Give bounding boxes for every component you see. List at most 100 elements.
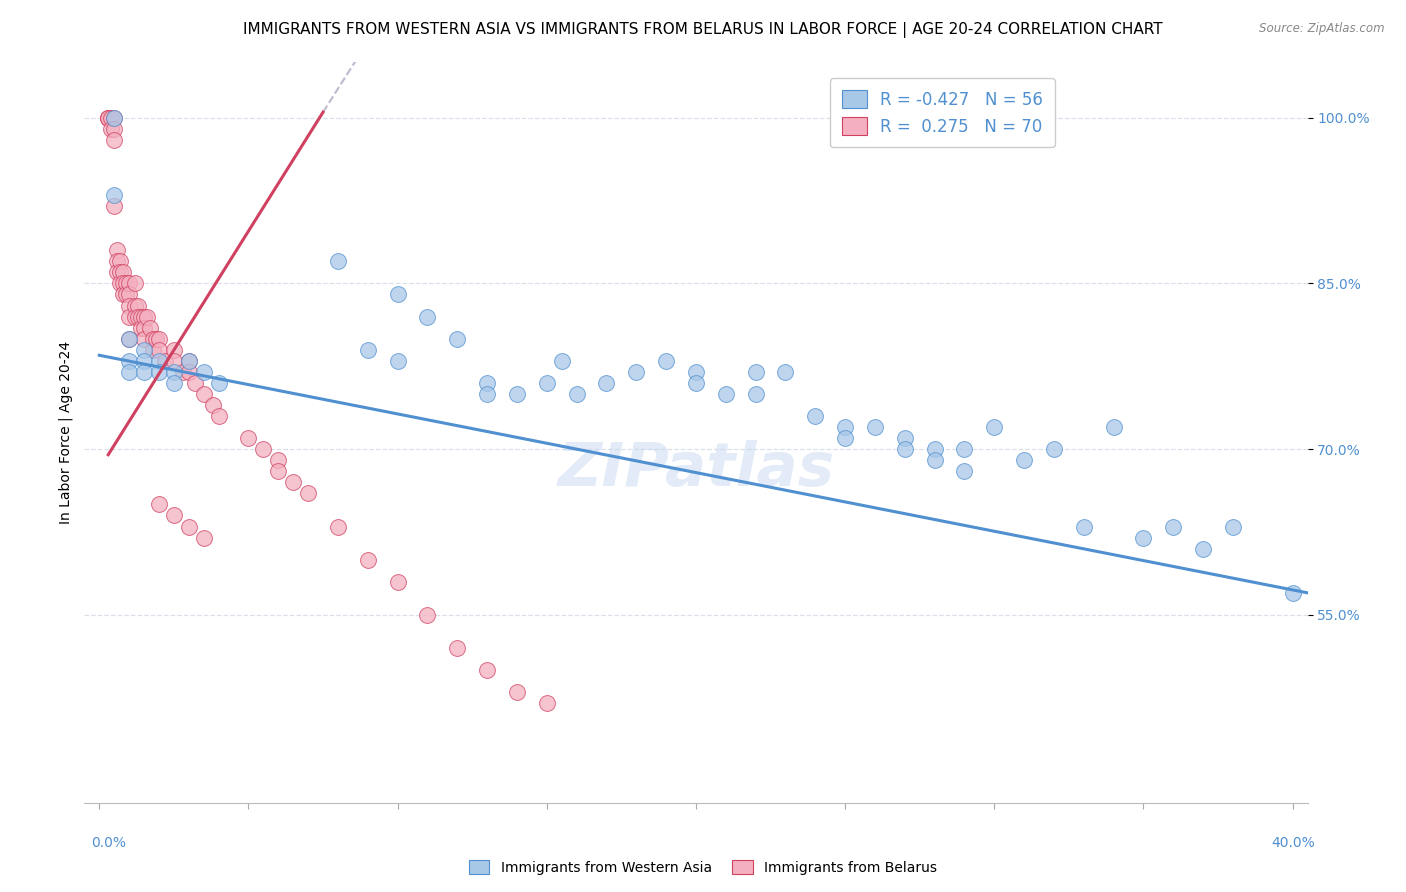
Point [475, 387, 498, 401]
Point [115, 277, 138, 291]
Point [118, 299, 141, 313]
Point [97, 111, 120, 125]
Point [252, 442, 274, 457]
Point [1222, 519, 1244, 533]
Point [983, 420, 1005, 434]
Point [1012, 453, 1035, 467]
Point [132, 343, 155, 357]
Point [103, 111, 125, 125]
Point [595, 376, 617, 390]
Point [1043, 442, 1066, 457]
Point [863, 420, 886, 434]
Point [118, 332, 141, 346]
Text: 40.0%: 40.0% [1271, 836, 1315, 850]
Point [112, 287, 135, 301]
Point [124, 277, 146, 291]
Text: Source: ZipAtlas.com: Source: ZipAtlas.com [1260, 22, 1385, 36]
Point [129, 310, 152, 324]
Point [97, 111, 120, 125]
Point [103, 188, 125, 202]
Point [267, 464, 290, 478]
Point [105, 265, 128, 279]
Point [475, 663, 498, 677]
Point [163, 353, 186, 368]
Point [193, 531, 215, 545]
Point [536, 697, 558, 711]
Point [139, 320, 162, 334]
Point [132, 310, 155, 324]
Point [714, 387, 737, 401]
Point [105, 244, 128, 258]
Point [148, 332, 170, 346]
Point [387, 287, 409, 301]
Point [118, 310, 141, 324]
Point [148, 498, 170, 512]
Point [108, 265, 131, 279]
Point [267, 453, 290, 467]
Point [894, 431, 917, 445]
Point [184, 376, 207, 390]
Point [834, 420, 856, 434]
Point [118, 365, 141, 379]
Point [100, 111, 122, 125]
Y-axis label: In Labor Force | Age 20-24: In Labor Force | Age 20-24 [59, 341, 73, 524]
Point [103, 111, 125, 125]
Point [148, 365, 170, 379]
Point [103, 121, 125, 136]
Point [775, 365, 797, 379]
Point [953, 442, 976, 457]
Point [142, 332, 165, 346]
Point [132, 320, 155, 334]
Point [326, 254, 349, 268]
Point [357, 343, 380, 357]
Point [238, 431, 260, 445]
Point [924, 442, 946, 457]
Point [118, 277, 141, 291]
Point [655, 353, 678, 368]
Point [953, 464, 976, 478]
Point [207, 376, 229, 390]
Point [124, 310, 146, 324]
Point [1192, 541, 1215, 556]
Point [551, 353, 574, 368]
Point [108, 277, 131, 291]
Point [207, 409, 229, 423]
Point [387, 353, 409, 368]
Text: ZIPatlas: ZIPatlas [557, 440, 835, 500]
Point [446, 332, 468, 346]
Point [193, 387, 215, 401]
Point [283, 475, 305, 490]
Point [177, 353, 200, 368]
Point [163, 508, 186, 523]
Point [127, 310, 149, 324]
Point [108, 254, 131, 268]
Point [124, 299, 146, 313]
Point [1132, 531, 1154, 545]
Point [118, 332, 141, 346]
Point [894, 442, 917, 457]
Point [115, 287, 138, 301]
Legend: R = -0.427   N = 56, R =  0.275   N = 70: R = -0.427 N = 56, R = 0.275 N = 70 [830, 78, 1054, 147]
Point [103, 133, 125, 147]
Point [744, 365, 766, 379]
Text: 0.0%: 0.0% [91, 836, 127, 850]
Point [148, 353, 170, 368]
Point [201, 398, 224, 412]
Point [506, 685, 529, 699]
Point [97, 111, 120, 125]
Point [193, 365, 215, 379]
Point [626, 365, 648, 379]
Point [112, 277, 135, 291]
Point [326, 519, 349, 533]
Point [177, 365, 200, 379]
Point [127, 299, 149, 313]
Legend: Immigrants from Western Asia, Immigrants from Belarus: Immigrants from Western Asia, Immigrants… [463, 855, 943, 880]
Point [924, 453, 946, 467]
Point [163, 343, 186, 357]
Point [132, 353, 155, 368]
Point [446, 641, 468, 656]
Point [357, 552, 380, 566]
Point [1102, 420, 1125, 434]
Point [145, 332, 167, 346]
Point [536, 376, 558, 390]
